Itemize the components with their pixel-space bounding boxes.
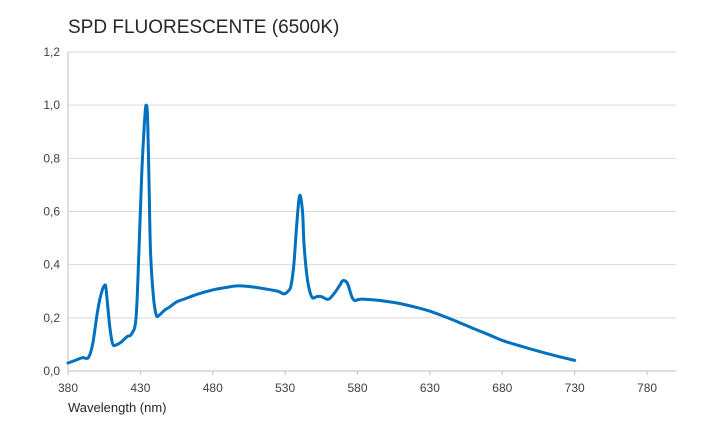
x-tick-label: 380 <box>58 381 78 395</box>
x-tick-label: 630 <box>420 381 440 395</box>
chart-title: SPD FLUORESCENTE (6500K) <box>68 17 339 38</box>
x-tick-label: 530 <box>275 381 295 395</box>
y-tick-label: 0,6 <box>43 205 60 219</box>
x-tick-label: 680 <box>492 381 512 395</box>
gridlines <box>68 51 676 319</box>
x-tick-label: 730 <box>565 381 585 395</box>
series-line-0 <box>66 103 577 365</box>
x-tick-label: 580 <box>348 381 368 395</box>
x-tick-label: 480 <box>203 381 223 395</box>
y-tick-label: 1,0 <box>43 98 60 112</box>
y-axis-ticks: 0,0 0,2 0,4 0,6 0,8 1,0 1,2 <box>43 45 60 378</box>
series-layer <box>66 103 577 365</box>
y-tick-label: 0,0 <box>43 364 60 378</box>
y-tick-label: 0,4 <box>43 258 60 272</box>
y-tick-label: 0,2 <box>43 311 60 325</box>
x-axis-label: Wavelength (nm) <box>68 400 167 415</box>
x-tick-label: 430 <box>130 381 150 395</box>
x-tick-label: 780 <box>637 381 657 395</box>
y-tick-label: 0,8 <box>43 151 60 165</box>
x-axis-ticks: 380 430 480 530 580 630 680 730 780 <box>58 371 657 395</box>
y-tick-label: 1,2 <box>43 45 60 59</box>
